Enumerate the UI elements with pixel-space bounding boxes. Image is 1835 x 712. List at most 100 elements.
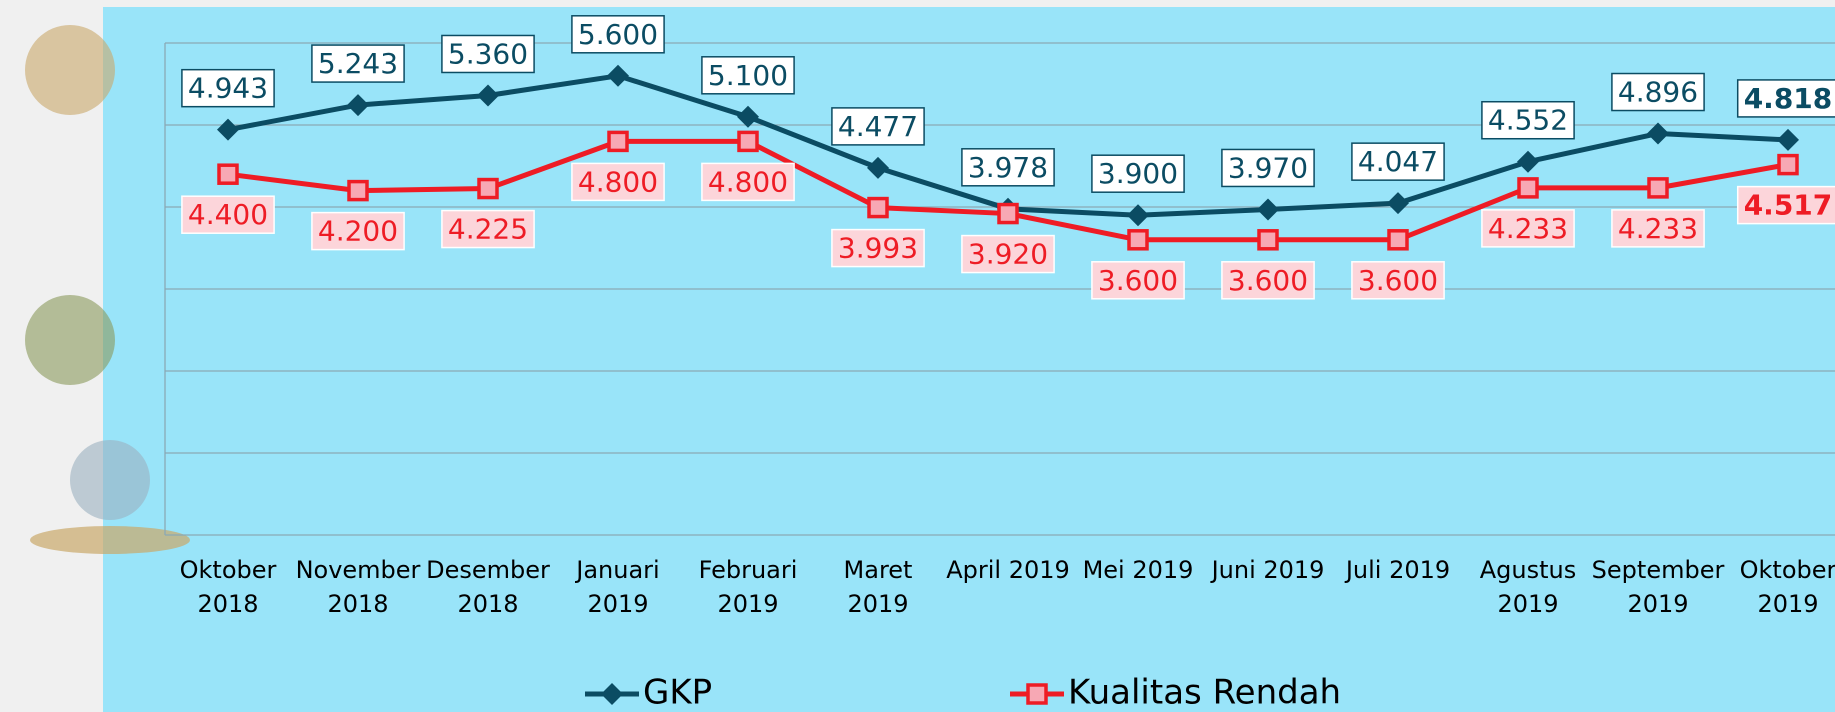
x-tick-label: 2019 (587, 590, 648, 618)
value-label: 3.900 (1098, 157, 1178, 190)
value-label: 4.800 (708, 165, 788, 198)
value-label: 4.225 (448, 213, 528, 246)
data-label: 3.600 (1351, 261, 1445, 300)
data-label: 3.900 (1091, 154, 1185, 193)
value-label: 4.233 (1488, 212, 1568, 245)
data-label: 4.225 (441, 209, 535, 249)
label-box (1481, 100, 1575, 140)
label-box (1611, 72, 1705, 112)
label-box (1481, 209, 1575, 248)
marker (477, 177, 499, 200)
marker (1127, 229, 1149, 251)
data-label: 4.200 (311, 211, 405, 251)
x-tick-label: Desember (426, 556, 550, 584)
legend-marker (601, 683, 623, 705)
data-label: 4.233 (1611, 209, 1705, 248)
marker (1777, 153, 1799, 176)
value-label: 4.800 (578, 165, 658, 198)
data-label: 4.818 (1736, 79, 1835, 118)
label-box (831, 107, 925, 146)
legend-label: Kualitas Rendah (1068, 673, 1341, 712)
label-box (1221, 261, 1315, 300)
x-tick-label: 2019 (1627, 590, 1688, 618)
x-tick-label: Juni 2019 (1210, 556, 1325, 584)
marker (607, 64, 629, 87)
marker (867, 156, 889, 179)
marker (1517, 177, 1539, 199)
value-label: 3.970 (1228, 151, 1308, 184)
value-label: 4.896 (1618, 76, 1698, 109)
label-box (181, 68, 275, 108)
label-box (961, 148, 1055, 187)
value-label: 3.600 (1228, 264, 1308, 297)
value-label: 5.600 (578, 18, 658, 51)
marker (997, 202, 1019, 225)
x-tick-label: Agustus (1480, 556, 1577, 584)
data-label: 4.517 (1736, 185, 1835, 225)
label-box (1611, 209, 1705, 248)
marker (477, 84, 499, 107)
data-label: 5.360 (441, 34, 535, 74)
label-box (571, 15, 665, 54)
data-label: 4.943 (181, 68, 275, 108)
data-label: 3.978 (961, 148, 1055, 187)
data-label: 3.970 (1221, 148, 1315, 188)
label-box (961, 234, 1055, 274)
value-label: 4.400 (188, 198, 268, 231)
label-box (1351, 261, 1445, 300)
marker (867, 196, 889, 219)
value-label: 4.200 (318, 215, 398, 248)
label-box (831, 228, 925, 268)
label-box (1736, 185, 1835, 225)
x-tick-label: November (296, 556, 421, 584)
marker (1257, 229, 1279, 251)
value-label: 3.600 (1358, 264, 1438, 297)
x-tick-label: Januari (574, 556, 659, 584)
data-label: 3.993 (831, 228, 925, 268)
data-label: 5.600 (571, 15, 665, 54)
data-label: 5.100 (701, 56, 795, 95)
data-label: 4.400 (181, 195, 275, 234)
x-tick-label: April 2019 (946, 556, 1070, 584)
label-box (1736, 79, 1835, 118)
data-label: 4.552 (1481, 100, 1575, 140)
label-box (1351, 142, 1445, 181)
data-label: 4.800 (701, 162, 795, 202)
marker (737, 130, 759, 153)
x-tick-label: 2019 (1757, 590, 1818, 618)
x-tick-label: 2018 (197, 590, 258, 618)
value-label: 4.477 (838, 110, 918, 143)
value-label: 3.600 (1098, 264, 1178, 297)
data-label: 5.243 (311, 44, 405, 83)
label-box (441, 209, 535, 249)
label-box (311, 211, 405, 251)
marker (1257, 198, 1279, 221)
marker (1517, 150, 1539, 173)
marker (1387, 192, 1409, 215)
x-tick-label: September (1592, 556, 1725, 584)
label-box (441, 34, 535, 74)
data-label: 3.600 (1221, 261, 1315, 300)
value-label: 4.552 (1488, 104, 1568, 137)
label-box (701, 56, 795, 95)
marker (347, 179, 369, 202)
data-label: 4.800 (571, 162, 665, 202)
x-tick-label: 2019 (717, 590, 778, 618)
x-tick-label: Oktober (1740, 556, 1835, 584)
x-tick-label: Oktober (180, 556, 277, 584)
marker (737, 105, 759, 128)
marker (217, 163, 239, 185)
value-label: 4.233 (1618, 212, 1698, 245)
label-box (1091, 261, 1185, 300)
value-label: 4.818 (1744, 82, 1833, 115)
decoration (25, 25, 190, 554)
value-label: 3.978 (968, 151, 1048, 184)
value-label: 4.943 (188, 72, 268, 105)
value-label: 5.243 (318, 47, 398, 80)
label-box (571, 162, 665, 202)
marker (347, 94, 369, 117)
x-tick-label: 2019 (1497, 590, 1558, 618)
label-box (701, 162, 795, 202)
value-label: 4.047 (1358, 145, 1438, 178)
